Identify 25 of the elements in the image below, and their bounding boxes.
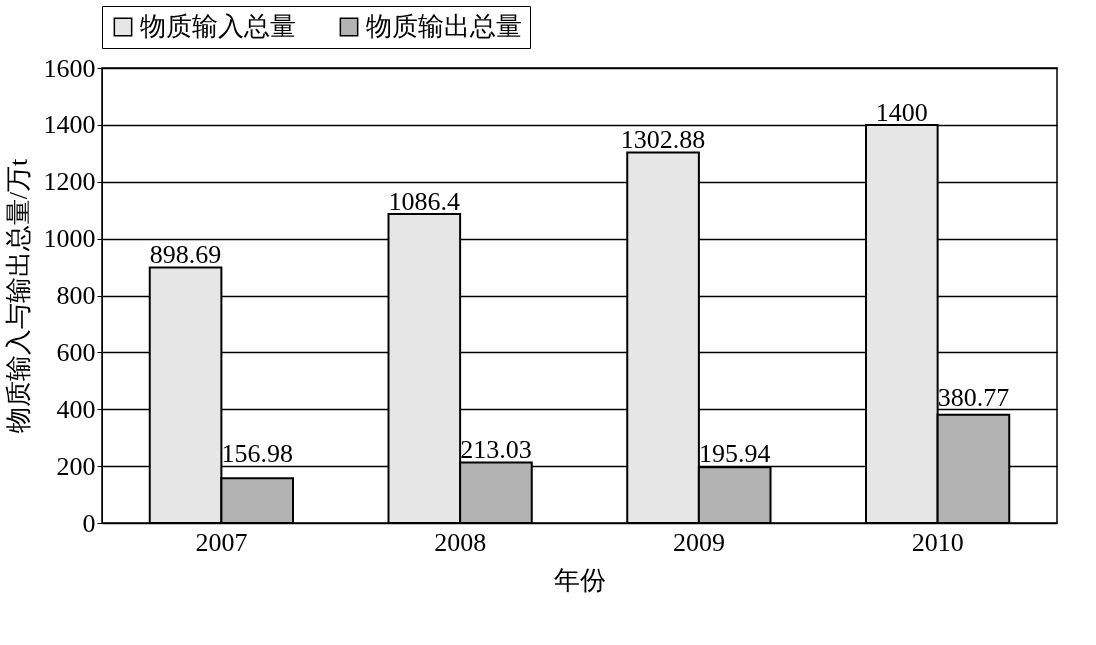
y-axis-title: 物质输入与输出总量/万t bbox=[3, 158, 33, 434]
x-tick-label: 2010 bbox=[911, 527, 964, 557]
data-label: 1302.88 bbox=[620, 125, 706, 155]
data-label: 156.98 bbox=[221, 439, 293, 469]
y-tick-label: 800 bbox=[56, 281, 96, 310]
data-label: 1086.4 bbox=[388, 187, 461, 217]
x-tick-label: 2007 bbox=[195, 527, 248, 557]
data-label: 380.77 bbox=[937, 382, 1010, 412]
y-tick-label: 600 bbox=[56, 337, 96, 367]
x-tick-label: 2009 bbox=[672, 527, 725, 557]
y-tick-label: 400 bbox=[56, 394, 96, 424]
y-tick-label: 1600 bbox=[43, 53, 96, 83]
y-tick-label: 1000 bbox=[43, 224, 96, 254]
data-label: 898.69 bbox=[149, 240, 222, 270]
data-label: 195.94 bbox=[698, 439, 771, 469]
x-axis-title: 年份 bbox=[554, 565, 606, 595]
y-tick-label: 1400 bbox=[43, 110, 96, 140]
x-tick-label: 2008 bbox=[434, 527, 487, 557]
legend-label: 物质输出总量 bbox=[366, 12, 522, 41]
y-tick-label: 0 bbox=[82, 508, 96, 538]
y-tick-label: 1200 bbox=[43, 167, 96, 197]
y-tick-label: 200 bbox=[56, 451, 96, 481]
legend-label: 物质输入总量 bbox=[140, 12, 296, 41]
data-label: 213.03 bbox=[460, 435, 532, 465]
data-label: 1400 bbox=[875, 97, 928, 127]
